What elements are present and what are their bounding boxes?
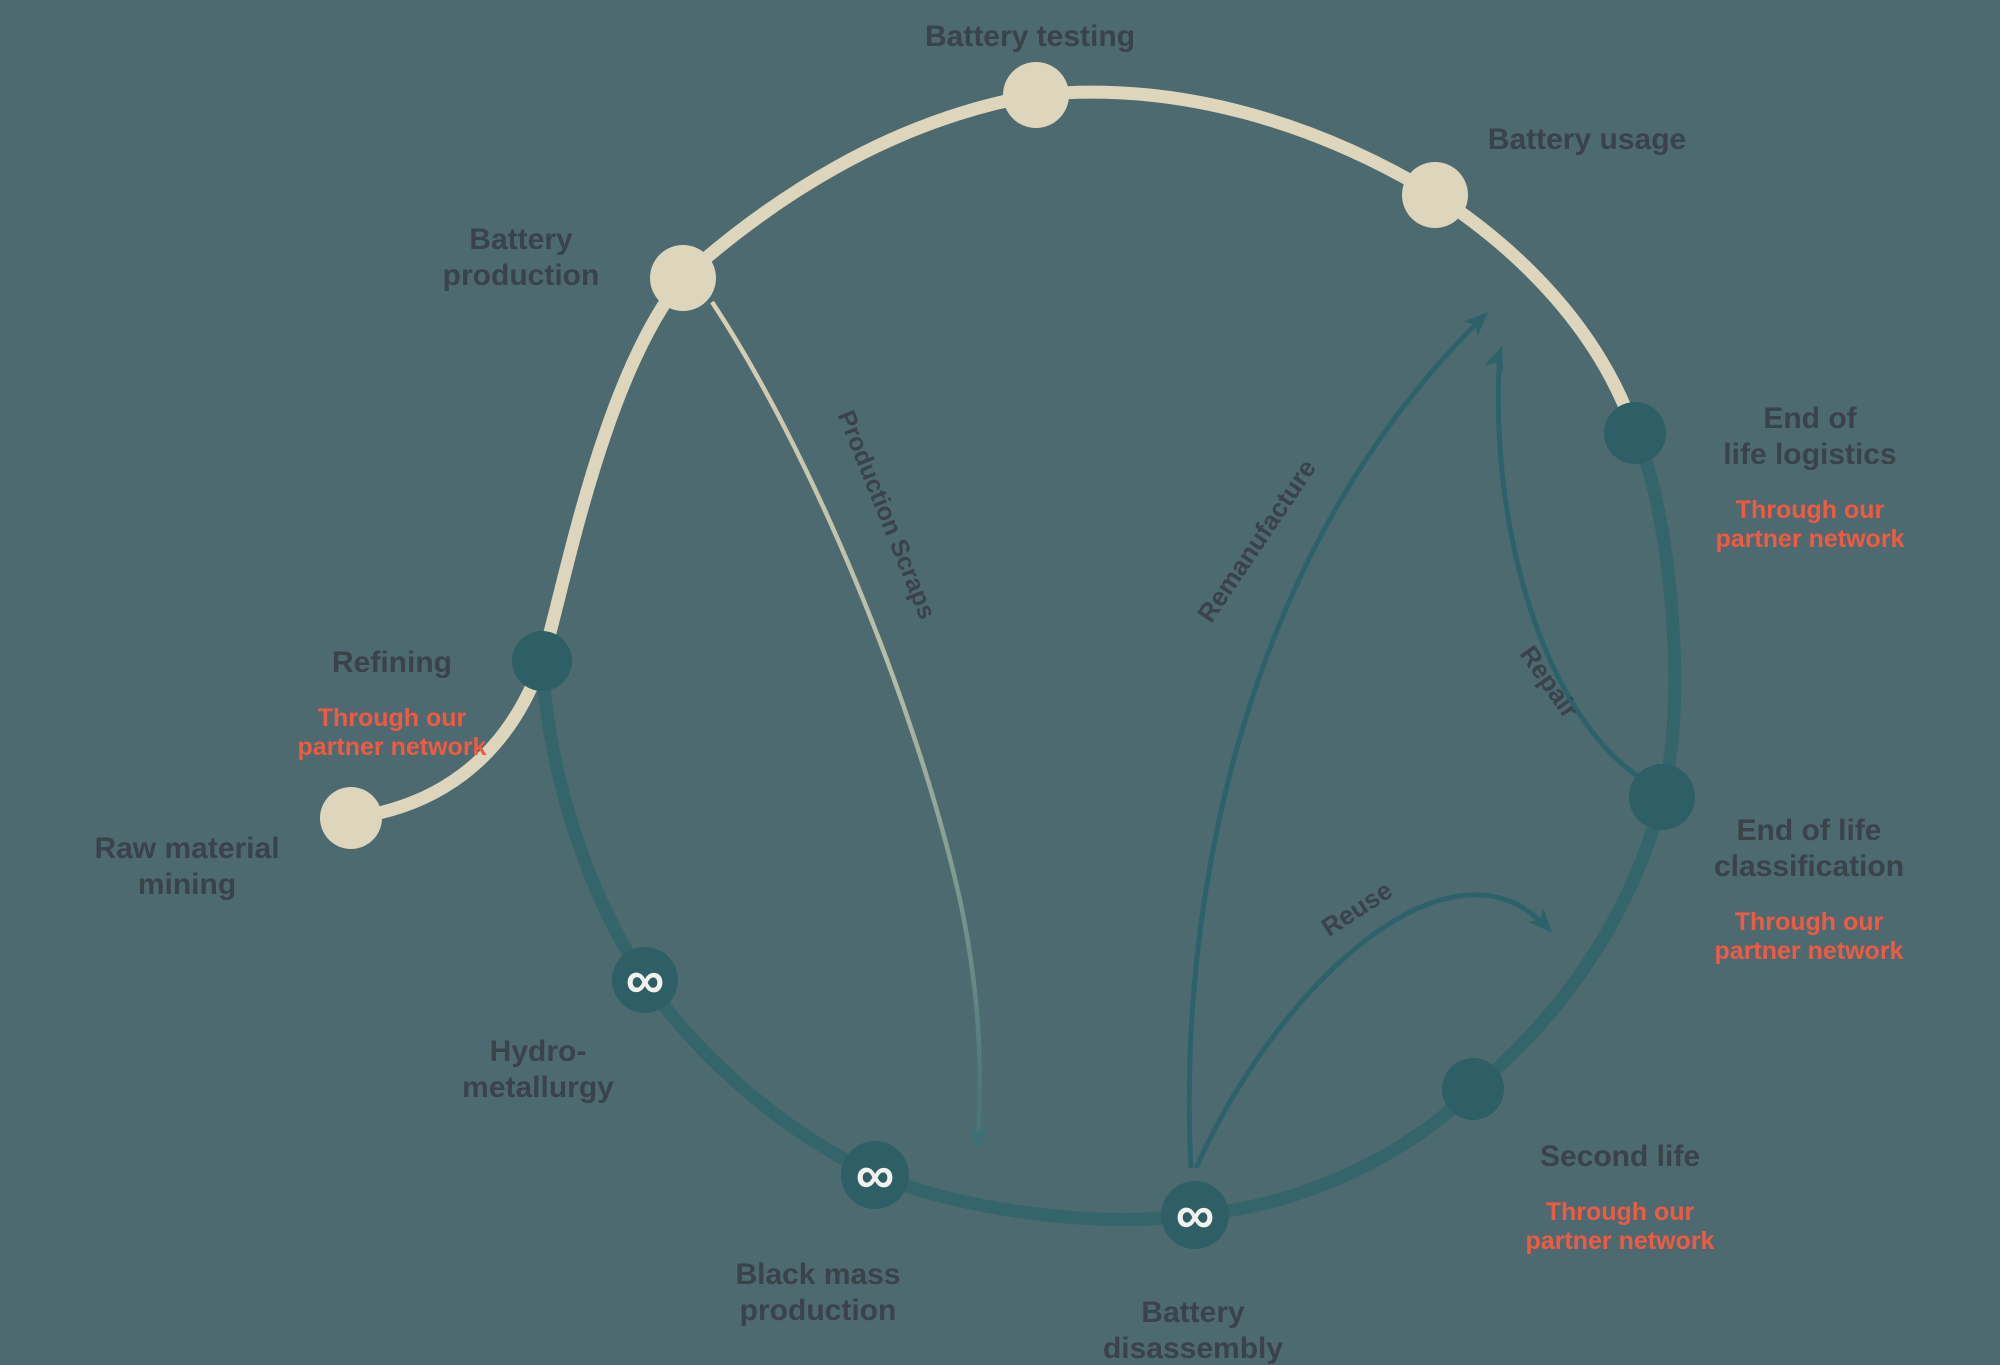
node-end-of-life-classification	[1629, 764, 1695, 830]
node-battery-usage	[1402, 162, 1468, 228]
remanufacture-flow	[1186, 316, 1484, 1169]
repair-arrowhead-icon	[1484, 346, 1504, 372]
reuse-arrowhead-icon	[1528, 908, 1552, 933]
label-battery-usage: Battery usage	[1488, 103, 1686, 177]
remanufacture-arrowhead-icon	[1463, 312, 1488, 336]
node-refining	[512, 631, 572, 691]
infinity-icon: ∞	[1176, 1185, 1215, 1245]
label-refining: Refining Through our partner network	[298, 626, 487, 782]
repair-flow	[1495, 351, 1660, 791]
partner-network-note: Through our partner network	[1715, 496, 1905, 554]
node-raw-material-mining	[320, 787, 382, 849]
node-battery-production	[650, 245, 716, 311]
label-end-of-life-logistics: End of life logistics Through our partne…	[1716, 382, 1905, 574]
stage-title: Refining	[332, 646, 452, 680]
label-battery-testing: Battery testing	[925, 0, 1135, 74]
label-battery-production: Battery production	[443, 203, 600, 313]
production-scraps-arrowhead-icon	[968, 1125, 989, 1150]
node-second-life	[1442, 1058, 1504, 1120]
stage-title: Battery testing	[924, 20, 1136, 54]
stage-title: Second life	[1539, 1140, 1701, 1174]
stage-title: End of life classification	[1713, 814, 1905, 884]
stage-title: Black mass production	[735, 1258, 901, 1328]
stage-title: Hydro- metallurgy	[462, 1035, 614, 1105]
label-battery-disassembly: Battery disassembly	[1103, 1276, 1283, 1365]
production-scraps-flow	[710, 300, 983, 1139]
label-raw-material-mining: Raw material mining	[94, 812, 279, 922]
infinity-icon: ∞	[856, 1145, 895, 1205]
label-black-mass-production: Black mass production	[735, 1238, 900, 1348]
reuse-flow	[1193, 892, 1551, 1170]
node-black-mass-production	[841, 1141, 909, 1209]
node-hydro-metallurgy	[612, 947, 678, 1013]
node-battery-testing	[1003, 62, 1069, 128]
label-second-life: Second life Through our partner network	[1526, 1120, 1715, 1276]
node-end-of-life-logistics	[1604, 402, 1666, 464]
stage-title: Raw material mining	[94, 832, 280, 902]
partner-network-note: Through our partner network	[1525, 1198, 1715, 1256]
partner-network-note: Through our partner network	[1714, 908, 1904, 966]
stage-title: End of life logistics	[1723, 402, 1897, 472]
stage-title: Battery production	[442, 223, 600, 293]
label-hydro-metallurgy: Hydro- metallurgy	[462, 1015, 614, 1125]
node-battery-disassembly	[1161, 1181, 1229, 1249]
label-end-of-life-classification: End of life classification Through our p…	[1714, 794, 1904, 986]
stage-title: Battery usage	[1487, 123, 1687, 157]
partner-network-note: Through our partner network	[297, 704, 487, 762]
infinity-icon: ∞	[626, 950, 665, 1010]
stage-title: Battery disassembly	[1102, 1296, 1284, 1365]
recycle-loop-arc	[535, 426, 1682, 1226]
